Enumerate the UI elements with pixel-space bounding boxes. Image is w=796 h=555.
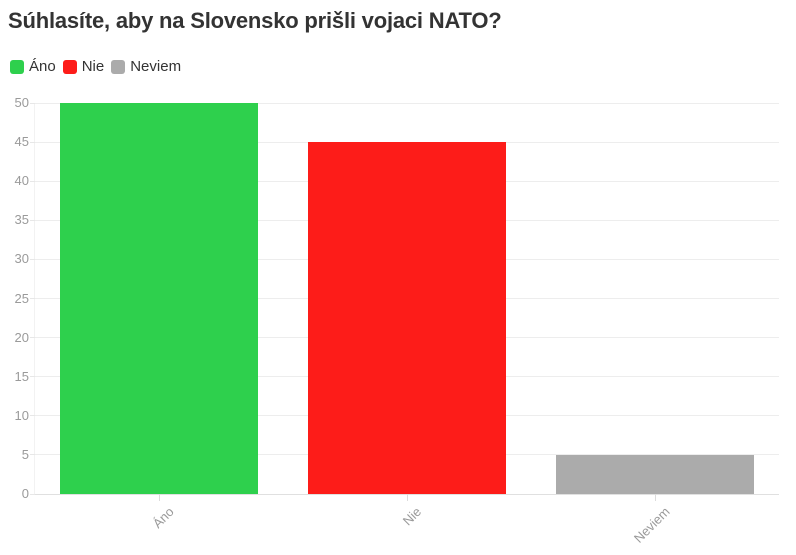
legend-label-nie: Nie [81, 58, 105, 75]
y-tick-mark-35 [30, 219, 35, 221]
y-tick-mark-10 [30, 415, 35, 417]
y-tick-mark-50 [30, 102, 35, 104]
x-tick-label-neviem: Neviem [630, 504, 673, 546]
y-tick-label-45: 45 [14, 134, 29, 150]
y-tick-mark-15 [30, 376, 35, 378]
y-tick-label-15: 15 [14, 368, 29, 384]
y-tick-mark-45 [30, 141, 35, 143]
legend-label-ano: Áno [29, 58, 56, 75]
x-tick-mark-neviem [654, 494, 656, 501]
y-tick-mark-40 [30, 180, 35, 182]
y-tick-label-25: 25 [14, 290, 29, 306]
y-tick-label-0: 0 [21, 486, 29, 501]
legend-item-neviem[interactable]: Neviem [111, 58, 182, 75]
legend-item-ano[interactable]: Áno [10, 58, 56, 75]
y-tick-label-50: 50 [14, 95, 29, 110]
y-tick-mark-20 [30, 337, 35, 339]
y-tick-label-35: 35 [14, 212, 29, 228]
x-tick-mark-áno [158, 494, 160, 501]
y-tick-mark-5 [30, 454, 35, 456]
gridline-50 [35, 102, 779, 104]
y-tick-label-20: 20 [14, 329, 29, 345]
legend-swatch-neviem-icon [111, 60, 126, 74]
y-tick-mark-25 [30, 298, 35, 299]
legend-item-nie[interactable]: Nie [62, 58, 105, 75]
gridline-45 [35, 141, 779, 143]
bar-nie [307, 142, 507, 494]
bar-áno [59, 103, 259, 494]
y-tick-label-5: 5 [21, 446, 29, 462]
legend-swatch-nie-icon [62, 60, 77, 74]
y-tick-mark-30 [30, 258, 35, 260]
y-tick-mark-0 [30, 493, 35, 495]
legend-swatch-ano-icon [10, 60, 24, 74]
plot-area: 0 5 10 15 20 25 30 35 40 45 50 Áno Nie Neviem [15, 95, 779, 546]
x-tick-label-áno: Áno [149, 504, 177, 531]
legend: Áno Nie Neviem [10, 58, 188, 75]
bar-neviem [555, 454, 755, 494]
legend-label-neviem: Neviem [130, 58, 182, 75]
chart-title: Súhlasíte, aby na Slovensko prišli vojac… [8, 8, 502, 33]
x-tick-mark-nie [406, 494, 408, 501]
y-tick-label-40: 40 [14, 173, 29, 189]
x-tick-label-nie: Nie [400, 504, 425, 529]
y-tick-label-30: 30 [14, 251, 29, 267]
y-tick-label-10: 10 [14, 407, 29, 423]
